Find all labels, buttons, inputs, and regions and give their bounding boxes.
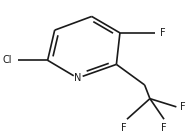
Text: F: F <box>121 123 126 133</box>
Text: Cl: Cl <box>3 55 12 65</box>
Text: N: N <box>74 73 81 83</box>
Text: F: F <box>161 123 167 133</box>
Text: F: F <box>160 28 166 38</box>
Text: F: F <box>180 102 185 112</box>
